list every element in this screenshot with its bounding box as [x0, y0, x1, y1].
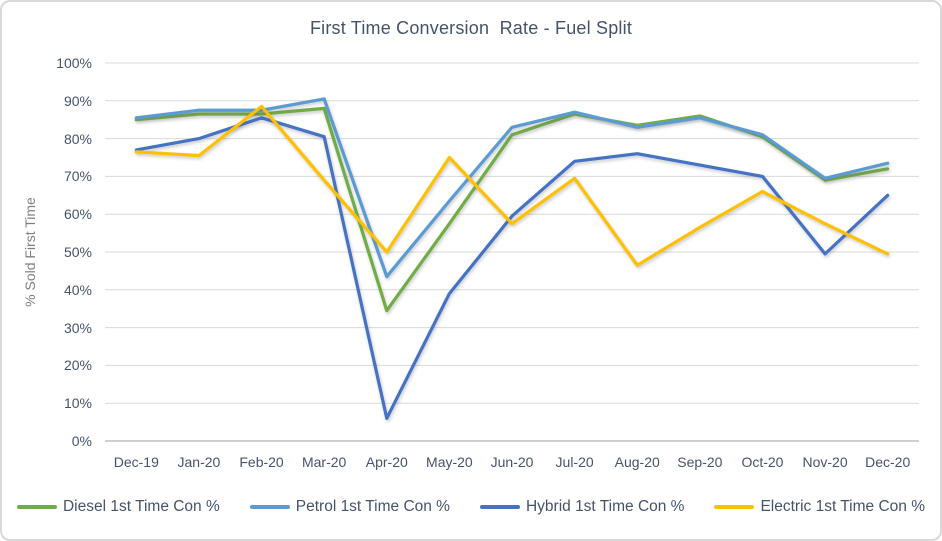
x-tick-label: Nov-20 [802, 454, 848, 470]
legend-line-swatch [479, 504, 520, 510]
y-tick-label: 80% [63, 130, 92, 147]
legend-label: Diesel 1st Time Con % [62, 498, 220, 515]
legend-line-swatch [249, 504, 290, 510]
x-tick-label: Jul-20 [555, 454, 594, 470]
legend-line-swatch [16, 504, 57, 510]
x-tick-label: Dec-20 [865, 454, 911, 470]
y-tick-label: 0% [71, 433, 92, 449]
series-line-petrol [134, 97, 890, 279]
y-tick-label: 20% [63, 357, 92, 374]
legend-label: Hybrid 1st Time Con % [525, 498, 685, 515]
chart-title: First Time Conversion Rate - Fuel Split [309, 18, 633, 38]
series-line-hybrid [134, 116, 890, 420]
legend: Diesel 1st Time Con % Petrol 1st Time Con… [2, 498, 940, 516]
x-tick-label: Dec-19 [113, 454, 159, 470]
x-tick-label: Feb-20 [239, 454, 284, 470]
x-tick-label: Apr-20 [365, 454, 408, 470]
x-tick-label: Oct-20 [741, 454, 784, 470]
legend-label: Petrol 1st Time Con % [295, 498, 450, 515]
y-tick-label: 90% [63, 92, 92, 109]
y-tick-label: 50% [63, 244, 92, 260]
x-tick-label: Aug-20 [614, 454, 660, 470]
legend-label: Electric 1st Time Con % [760, 498, 925, 515]
x-tick-label: Sep-20 [677, 454, 723, 470]
legend-line-swatch [714, 504, 755, 510]
x-tick-label: Jan-20 [177, 454, 221, 470]
legend-item: Petrol 1st Time Con % [249, 498, 450, 516]
x-tick-label: May-20 [426, 454, 473, 470]
y-tick-label: 10% [63, 395, 92, 412]
y-tick-label: 100% [56, 55, 92, 71]
x-tick-label: Jun-20 [490, 454, 534, 470]
series-line-electric [134, 104, 890, 267]
y-tick-label: 40% [63, 281, 92, 298]
legend-item: Diesel 1st Time Con % [16, 498, 220, 516]
y-tick-label: 30% [63, 319, 92, 336]
y-tick-label: 70% [63, 168, 92, 185]
legend-item: Electric 1st Time Con % [714, 498, 925, 516]
x-tick-label: Mar-20 [301, 454, 347, 470]
y-tick-label: 60% [63, 206, 92, 223]
legend-item: Hybrid 1st Time Con % [479, 498, 685, 516]
